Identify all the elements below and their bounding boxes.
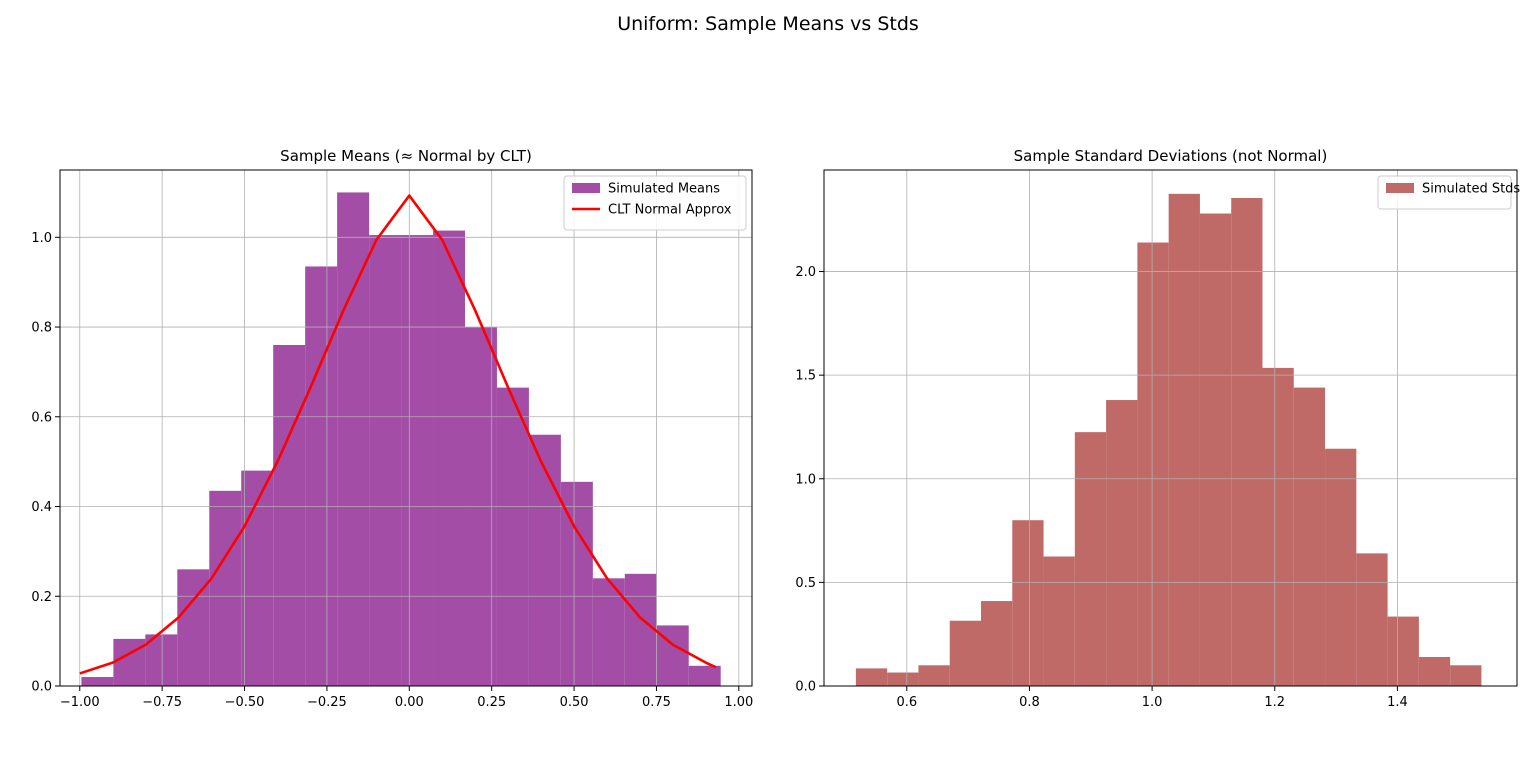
x-tick-label: 0.75 — [642, 695, 671, 710]
histogram-bar — [528, 434, 561, 686]
axes-frame — [59, 169, 753, 687]
histogram-bar — [1137, 242, 1169, 686]
x-tick-label: −0.75 — [142, 695, 182, 710]
x-tick-label: 1.2 — [1264, 695, 1285, 710]
x-tick-label: 0.50 — [560, 695, 589, 710]
y-tick-label: 0.0 — [795, 680, 816, 695]
histogram-bar — [145, 634, 178, 686]
y-tick-label: 0.0 — [31, 680, 52, 695]
x-tick-label: 1.4 — [1387, 695, 1408, 710]
y-tick-label: 1.5 — [795, 369, 816, 384]
histogram-bar — [337, 192, 370, 686]
stds-histogram-panel: 0.6 0.8 1.0 1.2 1.4 0.0 0.5 1.0 1.5 2.0 Sample Sta… — [795, 147, 1520, 710]
x-tick-label: −0.50 — [225, 695, 265, 710]
histogram-bar — [113, 638, 146, 686]
legend-swatch — [1386, 183, 1414, 193]
legend-box — [563, 175, 747, 231]
subplot-title: Sample Standard Deviations (not Normal) — [1014, 147, 1328, 165]
histogram-bar — [1199, 213, 1232, 686]
histogram-bar — [496, 387, 529, 686]
legend-label: Simulated Stds — [1422, 182, 1520, 197]
histogram-bar — [949, 620, 981, 686]
figure-title: Uniform: Sample Means vs Stds — [617, 13, 919, 35]
histogram-bar — [1074, 432, 1107, 686]
x-tick-label: 0.00 — [395, 695, 424, 710]
y-tick-label: 0.5 — [795, 576, 816, 591]
histogram-bar — [1387, 616, 1419, 686]
legend-label: CLT Normal Approx — [608, 203, 732, 218]
histogram-bar — [369, 235, 402, 687]
histogram-bar — [1325, 448, 1357, 686]
x-tick-label: 0.8 — [1019, 695, 1040, 710]
y-tick-label: 0.8 — [31, 321, 52, 336]
histogram-bar — [209, 490, 242, 686]
histogram-bar — [1043, 556, 1075, 686]
y-tick-label: 2.0 — [795, 265, 816, 280]
legend-swatch — [572, 183, 600, 193]
axes-frame — [823, 169, 1518, 687]
y-tick-label: 0.6 — [31, 410, 52, 425]
histogram-bar — [1168, 193, 1200, 686]
histogram-bar — [433, 230, 465, 686]
x-tick-label: 1.0 — [1142, 695, 1163, 710]
histogram-bar — [918, 665, 950, 686]
y-tick-label: 0.4 — [31, 500, 52, 515]
histogram-bar — [688, 665, 721, 686]
histogram-bar — [1012, 520, 1044, 686]
histogram-bar — [305, 266, 338, 686]
histogram-bar — [1450, 665, 1482, 686]
histogram-bar — [1356, 553, 1388, 686]
x-tick-label: −1.00 — [60, 695, 100, 710]
histogram-bar — [980, 601, 1013, 686]
histogram-bar — [1106, 400, 1138, 686]
histogram-bar — [81, 677, 114, 686]
subplot-title: Sample Means (≈ Normal by CLT) — [280, 147, 532, 165]
y-tick-label: 0.2 — [31, 590, 52, 605]
histogram-bar — [1418, 656, 1451, 686]
legend-label: Simulated Means — [608, 182, 720, 197]
x-tick-label: 0.6 — [896, 695, 917, 710]
y-tick-label: 1.0 — [795, 472, 816, 487]
histogram-bar — [887, 672, 919, 686]
histogram-bar — [624, 573, 657, 686]
y-tick-label: 1.0 — [31, 231, 52, 246]
x-tick-label: −0.25 — [307, 695, 347, 710]
histogram-bar — [1293, 387, 1326, 686]
histogram-bar — [855, 668, 888, 686]
histogram-bar — [1262, 367, 1294, 686]
histogram-bar — [560, 481, 593, 686]
histogram-bar — [401, 235, 434, 687]
means-histogram-panel: −1.00 −0.75 −0.50 −0.25 0.00 0.25 0.50 0.75 1.00… — [31, 147, 753, 710]
normal-approx-line — [79, 194, 717, 675]
histogram-bar — [1231, 197, 1263, 687]
x-tick-label: 0.25 — [477, 695, 506, 710]
histogram-bar — [273, 344, 306, 686]
x-tick-label: 1.00 — [724, 695, 753, 710]
